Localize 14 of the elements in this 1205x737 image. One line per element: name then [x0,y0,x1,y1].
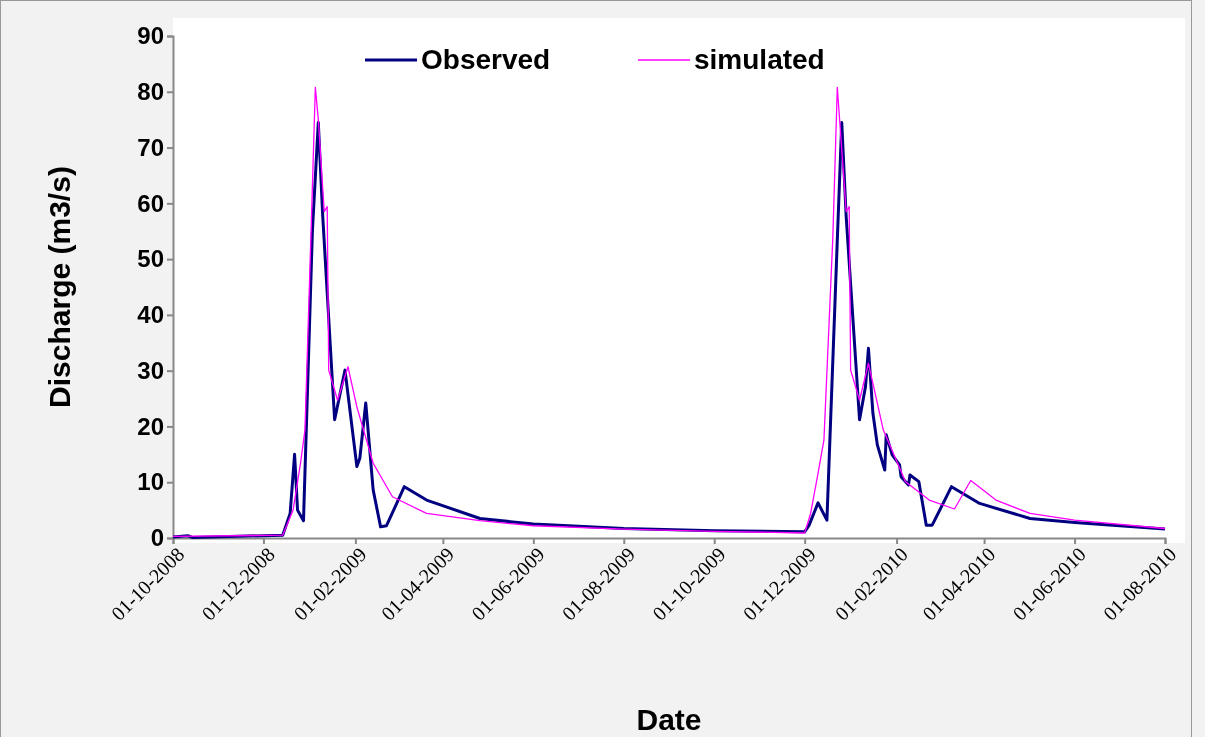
y-tick-label: 90 [137,22,164,50]
y-tick-label: 80 [137,77,164,105]
y-tick-label: 70 [137,133,164,161]
y-axis-title: Discharge (m3/s) [43,166,76,408]
y-tick-label: 0 [150,524,164,552]
y-tick-label: 40 [137,301,164,329]
legend-label: simulated [694,44,825,75]
y-tick-label: 10 [137,468,164,496]
x-axis-title: Date [636,703,702,736]
y-tick-label: 60 [137,189,164,217]
y-tick-label: 30 [137,356,164,384]
y-tick-label: 20 [137,412,164,440]
y-tick-label: 50 [137,245,164,273]
legend-label: Observed [421,44,551,75]
